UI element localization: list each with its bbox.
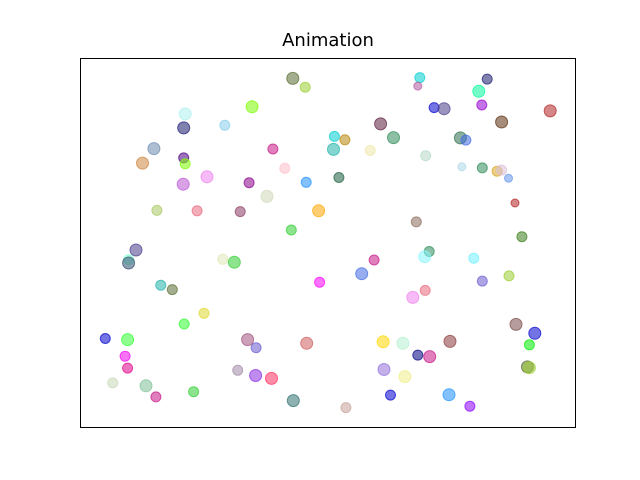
scatter-point-52	[217, 253, 229, 265]
scatter-point-18	[387, 131, 400, 145]
scatter-point-73	[300, 336, 314, 350]
scatter-point-21	[147, 142, 161, 156]
scatter-point-42	[151, 204, 163, 216]
scatter-point-90	[188, 386, 200, 398]
scatter-point-63	[419, 284, 431, 296]
scatter-point-34	[504, 173, 513, 183]
scatter-point-66	[178, 318, 190, 330]
scatter-point-26	[327, 142, 340, 156]
scatter-point-74	[376, 335, 390, 349]
scatter-point-41	[312, 204, 326, 218]
points-layer	[99, 71, 557, 414]
scatter-point-51	[122, 256, 136, 270]
scatter-point-82	[423, 350, 437, 364]
scatter-point-37	[243, 177, 255, 189]
scatter-point-72	[250, 342, 262, 354]
scatter-point-25	[267, 143, 279, 155]
scatter-point-88	[139, 379, 153, 393]
scatter-point-89	[150, 391, 162, 403]
scatter-point-29	[279, 162, 291, 174]
scatter-point-40	[260, 189, 274, 203]
scatter-point-43	[191, 205, 203, 217]
scatter-point-16	[328, 130, 340, 142]
scatter-point-49	[129, 243, 143, 257]
scatter-point-71	[241, 333, 255, 347]
scatter-point-98	[464, 400, 476, 412]
scatter-point-33	[496, 164, 508, 176]
scatter-point-76	[443, 334, 457, 348]
scatter-point-28	[420, 150, 432, 162]
scatter-point-6	[245, 100, 259, 114]
scatter-point-95	[340, 402, 352, 414]
scatter-point-61	[166, 284, 178, 296]
scatter-point-7	[428, 102, 440, 114]
scatter-point-47	[410, 216, 422, 228]
scatter-point-81	[412, 349, 424, 361]
scatter-point-5	[472, 84, 486, 98]
scatter-point-11	[178, 107, 192, 121]
scatter-point-30	[457, 162, 467, 172]
scatter-point-67	[198, 307, 210, 319]
scatter-point-17	[339, 134, 351, 146]
scatter-point-79	[119, 350, 131, 362]
scatter-point-35	[200, 170, 214, 184]
scatter-point-93	[265, 371, 278, 385]
scatter-point-46	[285, 224, 297, 236]
scatter-point-55	[418, 250, 432, 264]
scatter-point-9	[476, 99, 488, 111]
scatter-point-27	[364, 145, 376, 156]
scatter-point-59	[314, 276, 326, 288]
scatter-point-58	[355, 267, 369, 281]
scatter-point-80	[122, 362, 134, 374]
scatter-point-56	[468, 252, 480, 264]
scatter-point-4	[413, 81, 423, 91]
scatter-point-39	[333, 172, 345, 183]
scatter-point-84	[522, 361, 536, 375]
scatter-point-48	[516, 231, 528, 243]
scatter-point-1	[299, 81, 311, 93]
scatter-point-13	[219, 119, 231, 131]
scatter-point-64	[476, 275, 488, 287]
scatter-point-68	[509, 317, 523, 331]
scatter-point-92	[249, 369, 263, 382]
scatter-point-96	[385, 389, 396, 401]
scatter-point-45	[510, 198, 520, 208]
scatter-point-70	[121, 333, 135, 347]
scatter-point-3	[481, 73, 493, 85]
chart-title: Animation	[282, 30, 374, 51]
scatter-point-53	[227, 255, 241, 269]
scatter-point-38	[300, 176, 312, 188]
scatter-point-57	[368, 254, 380, 266]
scatter-point-62	[406, 290, 420, 304]
scatter-point-24	[179, 158, 191, 170]
scatter-point-87	[107, 377, 119, 389]
scatter-point-78	[523, 339, 535, 351]
scatter-point-2	[414, 72, 426, 84]
scatter-point-20	[460, 134, 472, 146]
scatter-point-91	[232, 364, 244, 376]
scatter-point-85	[377, 363, 391, 376]
scatter-point-86	[398, 370, 412, 384]
scatter-point-69	[99, 333, 111, 344]
scatter-point-22	[136, 156, 149, 170]
scatter-point-65	[503, 270, 515, 282]
scatter-point-15	[495, 115, 509, 129]
scatter-point-97	[442, 388, 456, 402]
scatter-point-10	[543, 104, 557, 118]
scatter-point-94	[286, 394, 300, 408]
plot-frame	[80, 58, 576, 428]
scatter-point-75	[396, 336, 410, 350]
scatter-point-77	[528, 326, 542, 340]
scatter-point-0	[286, 71, 300, 85]
scatter-point-12	[177, 121, 191, 135]
scatter-point-36	[176, 177, 190, 191]
scatter-point-60	[155, 279, 167, 291]
scatter-point-14	[374, 117, 388, 131]
scatter-point-8	[437, 102, 451, 116]
scatter-point-31	[476, 162, 488, 174]
scatter-point-44	[234, 206, 246, 218]
